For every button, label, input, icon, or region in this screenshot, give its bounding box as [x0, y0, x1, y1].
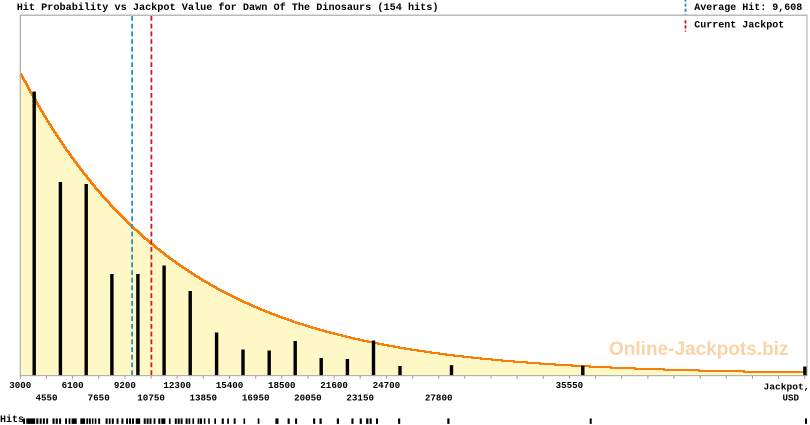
svg-text:9200: 9200 [114, 380, 136, 391]
svg-text:Jackpot,: Jackpot, [763, 382, 809, 393]
svg-text:Hits: Hits [0, 414, 24, 425]
svg-text:35550: 35550 [556, 380, 584, 391]
svg-text:10750: 10750 [137, 392, 165, 403]
svg-text:3000: 3000 [9, 380, 31, 391]
svg-text:4550: 4550 [35, 392, 57, 403]
svg-text:27800: 27800 [425, 392, 453, 403]
svg-text:6100: 6100 [62, 380, 84, 391]
svg-text:15400: 15400 [216, 380, 244, 391]
svg-text:Hit Probability vs Jackpot Val: Hit Probability vs Jackpot Value for Daw… [17, 2, 439, 14]
svg-text:18500: 18500 [268, 380, 296, 391]
svg-text:20050: 20050 [294, 392, 322, 403]
svg-text:Online-Jackpots.biz: Online-Jackpots.biz [609, 339, 788, 360]
svg-text:21600: 21600 [320, 380, 348, 391]
svg-text:23150: 23150 [346, 392, 374, 403]
svg-text:24700: 24700 [373, 380, 401, 391]
svg-text:Current Jackpot: Current Jackpot [694, 20, 784, 32]
svg-text:USD: USD [783, 393, 800, 404]
svg-text:12300: 12300 [163, 380, 191, 391]
svg-text:16950: 16950 [242, 392, 270, 403]
svg-text:7650: 7650 [88, 392, 110, 403]
svg-text:Average Hit: 9,608: Average Hit: 9,608 [694, 2, 802, 14]
svg-text:13850: 13850 [190, 392, 218, 403]
